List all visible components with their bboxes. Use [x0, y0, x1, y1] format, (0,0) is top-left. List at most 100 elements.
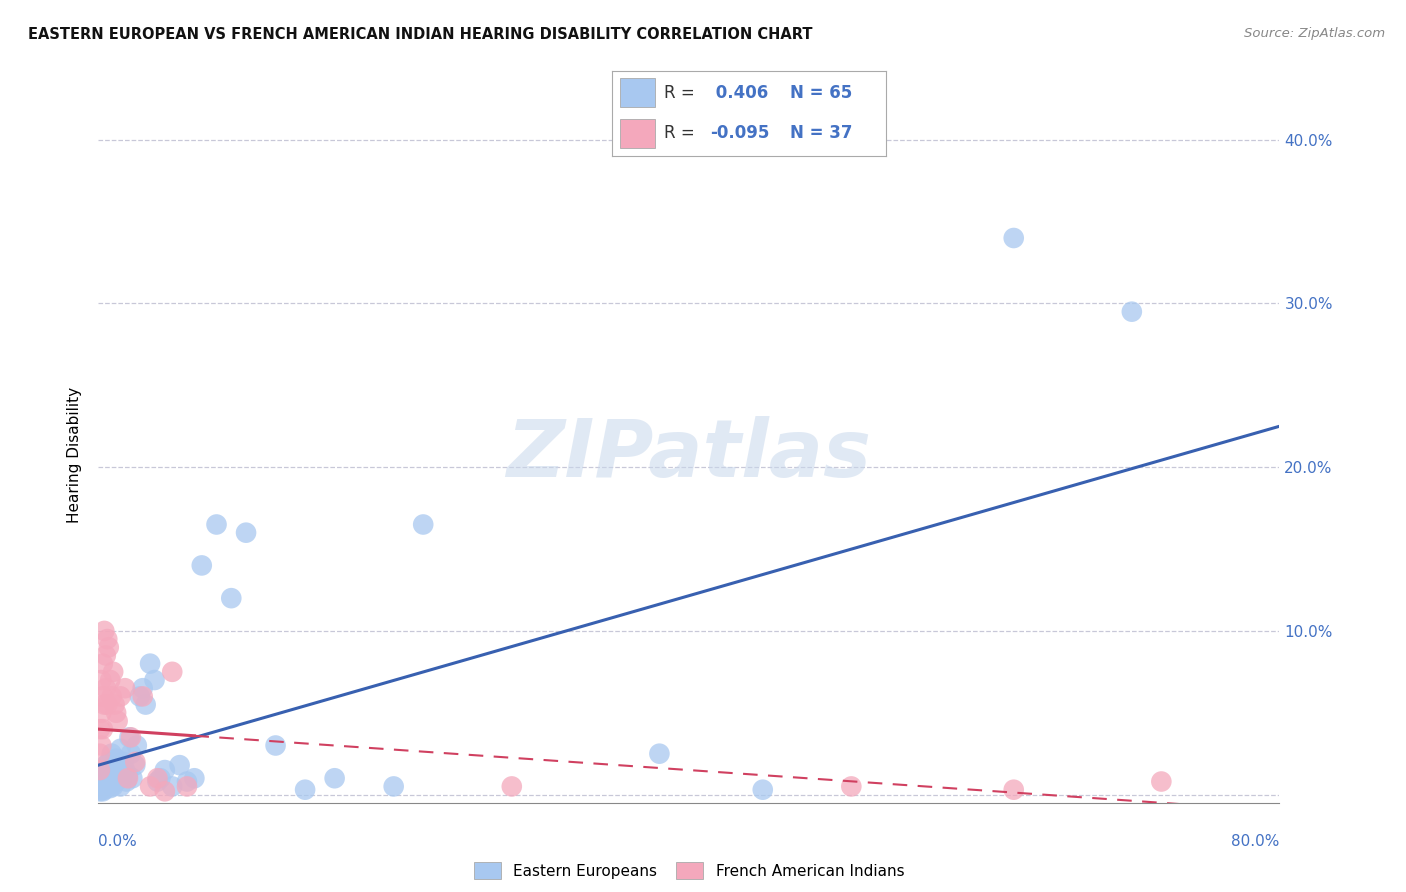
Point — [98, 780, 121, 795]
Point — [104, 768, 127, 782]
Text: Source: ZipAtlas.com: Source: ZipAtlas.com — [1244, 27, 1385, 40]
Text: ZIPatlas: ZIPatlas — [506, 416, 872, 494]
Point — [294, 782, 316, 797]
Point — [751, 782, 773, 797]
Point — [146, 774, 169, 789]
Point — [97, 755, 120, 769]
Point — [91, 784, 114, 798]
Point — [124, 755, 146, 769]
Point — [89, 780, 111, 794]
Bar — [620, 78, 655, 107]
Point — [153, 784, 176, 798]
Point — [115, 774, 138, 789]
Point — [91, 778, 114, 792]
Point — [103, 780, 125, 794]
Point — [100, 690, 122, 704]
Point — [91, 657, 114, 671]
Point — [648, 747, 671, 761]
Point — [169, 758, 191, 772]
Point — [91, 768, 114, 782]
Point — [841, 780, 863, 794]
Point — [96, 768, 118, 782]
Bar — [620, 119, 655, 147]
Point — [1121, 304, 1143, 318]
Text: 0.0%: 0.0% — [98, 834, 138, 849]
Point — [117, 771, 139, 785]
Point — [93, 776, 115, 790]
Point — [110, 741, 132, 756]
Point — [1150, 774, 1173, 789]
Text: -0.095: -0.095 — [710, 124, 769, 142]
Point — [110, 780, 132, 794]
Point — [105, 774, 128, 789]
Point — [146, 771, 169, 785]
Point — [219, 591, 242, 606]
Point — [96, 780, 118, 794]
Point — [114, 681, 136, 696]
Point — [96, 632, 118, 646]
Point — [120, 731, 142, 745]
Point — [149, 771, 172, 785]
Point — [382, 780, 405, 794]
Point — [235, 525, 257, 540]
Point — [89, 763, 111, 777]
Point — [1002, 231, 1025, 245]
Point — [107, 763, 129, 777]
Point — [90, 782, 112, 797]
Point — [205, 517, 228, 532]
Point — [89, 784, 111, 798]
Point — [112, 755, 135, 769]
Point — [98, 763, 121, 777]
Point — [501, 780, 523, 794]
Point — [125, 739, 148, 753]
Point — [93, 624, 115, 638]
Point — [94, 681, 117, 696]
Point — [162, 665, 183, 679]
Point — [162, 780, 183, 794]
Point — [183, 771, 205, 785]
Point — [1002, 782, 1025, 797]
Y-axis label: Hearing Disability: Hearing Disability — [67, 387, 83, 523]
Point — [264, 739, 287, 753]
Point — [121, 771, 143, 785]
Text: EASTERN EUROPEAN VS FRENCH AMERICAN INDIAN HEARING DISABILITY CORRELATION CHART: EASTERN EUROPEAN VS FRENCH AMERICAN INDI… — [28, 27, 813, 42]
Point — [110, 690, 132, 704]
Point — [120, 747, 142, 761]
Text: N = 65: N = 65 — [790, 84, 852, 102]
Point — [105, 706, 128, 720]
Point — [94, 758, 117, 772]
Point — [107, 714, 129, 728]
Point — [191, 558, 214, 573]
Point — [100, 771, 122, 785]
Point — [108, 771, 131, 785]
Text: N = 37: N = 37 — [790, 124, 852, 142]
Point — [135, 698, 157, 712]
Point — [124, 758, 146, 772]
Legend: Eastern Europeans, French American Indians: Eastern Europeans, French American India… — [468, 855, 910, 886]
Point — [96, 698, 118, 712]
Point — [93, 782, 115, 797]
Point — [132, 690, 155, 704]
Point — [176, 774, 198, 789]
Point — [97, 640, 120, 655]
Point — [143, 673, 166, 687]
Point — [114, 763, 136, 777]
Point — [118, 731, 141, 745]
Text: R =: R = — [664, 124, 700, 142]
Point — [103, 758, 125, 772]
Point — [128, 690, 150, 704]
Point — [153, 763, 176, 777]
Point — [89, 722, 111, 736]
Point — [105, 751, 128, 765]
Point — [104, 698, 127, 712]
Point — [139, 657, 162, 671]
Point — [94, 648, 117, 663]
Point — [90, 774, 112, 789]
Point — [111, 771, 134, 785]
Point — [90, 673, 112, 687]
Point — [412, 517, 434, 532]
Point — [176, 780, 198, 794]
Point — [90, 771, 112, 785]
Text: 80.0%: 80.0% — [1232, 834, 1279, 849]
Point — [94, 771, 117, 785]
